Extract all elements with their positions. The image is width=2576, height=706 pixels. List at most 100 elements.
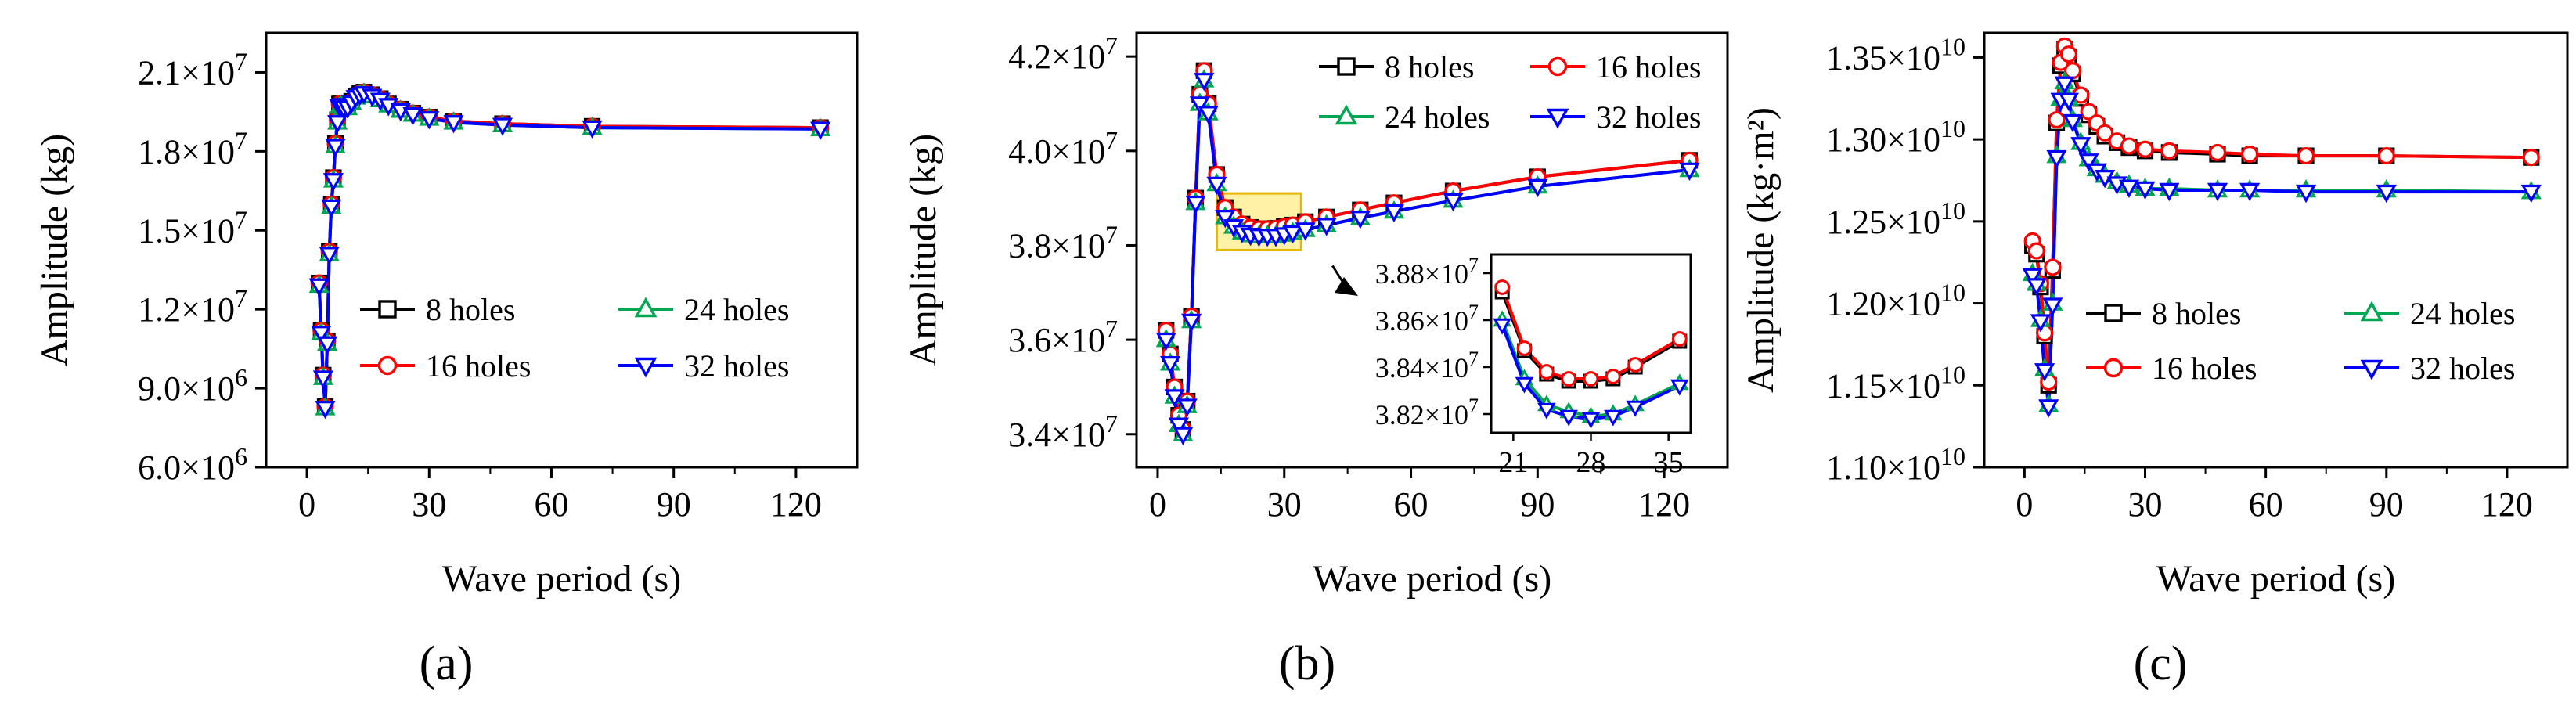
y-axis-label: Amplitude (kg·m²) [1740,107,1782,393]
series-line-8-holes [2030,45,2531,386]
inset-point-16-holes [1671,331,1688,347]
y-tick-label: 1.2×107 [138,284,247,329]
point-32-holes [327,115,348,134]
point-32-holes [1155,332,1176,351]
legend-marker-16-holes [1547,56,1568,77]
inset-x-tick-label: 35 [1654,446,1684,479]
point-16-holes [2208,143,2227,161]
point-16-holes [2048,110,2066,129]
plot-frame [1135,31,1729,469]
point-32-holes [325,139,346,157]
x-tick-label: 60 [2249,485,2283,524]
point-16-holes [2096,124,2114,142]
point-16-holes [2044,258,2062,276]
point-32-holes [2054,76,2075,95]
point-16-holes [2377,147,2395,165]
inset-point-32-holes [1559,409,1578,427]
inset-point-16-holes [1583,371,1599,387]
legend-label-24-holes: 24 holes [1385,99,1490,135]
point-32-holes [1185,195,1206,214]
y-tick-label-base: 1.35×10 [1826,38,1940,77]
panel-label: (b) [1279,637,1335,690]
legend-marker-16-holes [2103,358,2124,378]
point-16-holes [2120,137,2138,155]
point-32-holes [1168,417,1190,436]
legend-marker-8-holes [378,300,397,319]
y-tick-label-base: 3.6×10 [1008,321,1105,359]
point-32-holes [319,247,340,265]
series-group [308,82,831,420]
point-16-holes [2297,147,2315,165]
legend-label-8-holes: 8 holes [2152,296,2241,331]
legend: 8 holes 24 holes 16 holes 32 holes [2086,296,2515,386]
panel-label: (a) [420,637,474,690]
x-tick-label: 30 [2128,485,2163,524]
y-tick-label-exp: 7 [1105,315,1118,343]
series-line-16-holes [2030,41,2531,383]
y-tick-label: 1.8×107 [138,126,247,171]
x-tick-label: 60 [534,485,568,524]
point-16-holes [2059,45,2077,63]
y-tick-label-exp: 7 [1105,220,1118,248]
inset-y-tick-label: 3.82×107 [1375,394,1479,430]
legend: 8 holes 24 holes 16 holes 32 holes [360,292,789,384]
legend-marker-16-holes [377,355,398,376]
y-tick-label: 4.0×107 [1008,126,1118,171]
panel-c: 0 30 60 90 1201.10×10101.15×10101.20×10101.2… [1740,31,2569,690]
legend-label-8-holes: 8 holes [1385,49,1474,85]
series-group [1155,62,1700,445]
inset-y-tick-label-base: 3.82×10 [1375,399,1468,430]
point-32-holes [2062,113,2084,133]
x-tick-label: 0 [1149,485,1166,524]
y-tick-label: 1.35×1010 [1826,32,1965,77]
y-tick-label-exp: 7 [235,205,247,233]
legend-label-24-holes: 24 holes [684,292,789,327]
inset-y-tick-label-exp: 7 [1468,254,1479,276]
point-32-holes [492,117,513,136]
point-32-holes [1164,389,1185,408]
y-tick-label: 9.0×106 [138,363,247,408]
inset-x-tick-label: 28 [1576,446,1606,479]
point-16-holes [2063,62,2082,80]
x-tick-label: 60 [1394,485,1429,524]
y-tick-label: 1.15×1010 [1826,360,1965,405]
series-group [2022,37,2542,418]
panel-b: 0 30 60 90 1203.4×1073.6×1073.8×1074.0×1074.… [903,31,1729,690]
inset-y-tick-label-exp: 7 [1468,348,1479,370]
inset-y-tick-label-base: 3.84×10 [1375,352,1468,384]
legend-label-24-holes: 24 holes [2410,296,2515,331]
point-32-holes [1206,176,1227,196]
legend-marker-24-holes [634,297,658,318]
point-32-holes [443,115,464,134]
point-32-holes [2159,182,2180,202]
point-32-holes [1527,178,1548,198]
y-tick-label-exp: 7 [235,284,247,312]
y-tick-label-exp: 10 [1940,32,1965,60]
inset-x-tick-label: 21 [1498,446,1528,479]
point-32-holes [308,278,330,297]
point-32-holes [2135,181,2156,200]
point-32-holes [1215,210,1236,229]
point-32-holes [2034,363,2055,382]
legend-marker-24-holes [1335,104,1358,125]
point-32-holes [419,111,440,130]
inset-y-tick-label: 3.86×107 [1375,301,1479,337]
point-32-holes [312,370,333,389]
point-32-holes [810,121,831,140]
legend-label-8-holes: 8 holes [426,292,515,327]
point-32-holes [1282,225,1303,244]
y-tick-label-exp: 10 [1940,196,1965,225]
plot-frame [265,31,859,469]
point-32-holes [582,120,603,139]
point-16-holes [2241,145,2259,164]
y-tick-label-exp: 7 [235,47,247,75]
y-tick-label: 3.6×107 [1008,315,1118,359]
inset-point-32-holes [1626,400,1645,417]
y-tick-label-exp: 7 [1105,409,1118,438]
point-32-holes [2058,92,2079,111]
inset-point-32-holes [1670,379,1689,396]
legend-label-32-holes: 32 holes [684,348,789,384]
y-tick-label-base: 4.2×10 [1008,38,1105,76]
point-32-holes [1176,398,1198,417]
